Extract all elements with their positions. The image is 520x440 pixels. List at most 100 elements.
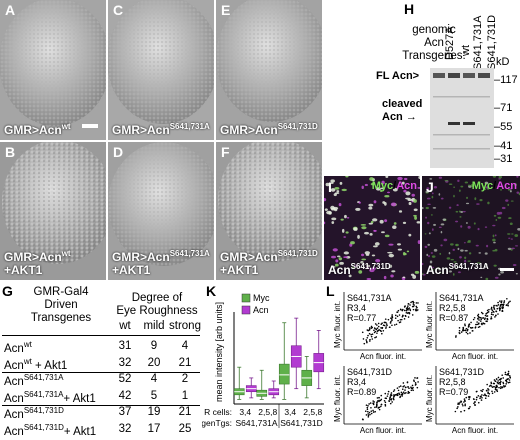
scatter-point	[411, 314, 414, 316]
cell-spot	[429, 260, 433, 264]
scatter-point	[394, 317, 397, 319]
cell-spot	[456, 204, 459, 207]
scatter-point	[413, 380, 415, 383]
cell-spot	[406, 250, 410, 253]
genotype-label: GMR>Acn	[220, 123, 278, 137]
scatter-point	[470, 321, 472, 324]
scatter-point	[376, 332, 378, 334]
scatter-point	[486, 309, 489, 312]
genotype-superscript: S641,731A	[169, 249, 210, 258]
scatter-point	[494, 380, 497, 382]
gentgs-row-label: genTgs:	[202, 418, 232, 428]
cell-spot	[334, 187, 340, 190]
table-cell: 5	[150, 389, 158, 402]
panel-D: D GMR>AcnS641,731A +AKT1	[108, 142, 214, 280]
scatter-point	[384, 392, 387, 395]
cell-spot	[482, 188, 487, 191]
legend-swatch	[241, 305, 251, 315]
cell-spot	[338, 203, 342, 207]
row-divider	[2, 405, 200, 406]
cell-spot	[345, 231, 349, 234]
scatter-point	[464, 324, 466, 327]
channel-legend: Myc/Acn	[471, 180, 517, 192]
scatter-point	[480, 389, 482, 392]
scatter-point	[412, 301, 415, 304]
scatter-point	[487, 387, 489, 390]
scatter-point	[509, 300, 511, 303]
scatter-point	[363, 342, 366, 345]
scatter-point	[501, 374, 504, 376]
cell-spot	[443, 238, 448, 242]
scatter-point	[507, 381, 510, 384]
scatter-point	[506, 374, 508, 376]
cell-spot	[457, 271, 461, 274]
scatter-point	[396, 394, 399, 397]
scatter-point	[416, 386, 419, 389]
scatter-point	[491, 392, 494, 395]
scatter-point	[493, 379, 496, 381]
cell-spot	[508, 237, 511, 239]
scatter-point	[477, 401, 480, 404]
scatter-point	[370, 412, 373, 415]
scatter-point	[389, 398, 391, 401]
scatter-point	[488, 385, 491, 387]
scatter-point	[490, 382, 493, 385]
cell-spot	[507, 233, 511, 235]
cell-spot	[333, 193, 337, 197]
scatter-point	[408, 307, 411, 309]
scatter-point	[398, 386, 401, 388]
cell-spot	[361, 258, 367, 261]
cell-spot	[515, 245, 519, 247]
scatter-point	[396, 311, 399, 313]
scatter-point	[493, 304, 495, 307]
scatter-point	[500, 303, 503, 306]
scatter-point	[378, 406, 381, 409]
genotype-label: GMR>Acn	[4, 123, 62, 137]
x-axis-label: Acn fluor. int.	[452, 352, 498, 361]
genotype-line2: +AKT1	[220, 263, 259, 277]
scatter-point	[410, 301, 412, 304]
scatter-point	[456, 407, 458, 410]
scatter-point	[374, 330, 377, 333]
cell-spot	[353, 227, 358, 231]
cell-spot	[364, 183, 368, 187]
cell-spot	[369, 177, 374, 181]
genotype-superscript: wt	[61, 249, 71, 258]
table-cell: 4	[181, 340, 189, 352]
cell-spot	[431, 195, 434, 199]
cell-spot	[335, 259, 339, 263]
cell-spot	[324, 221, 326, 225]
scatter-point	[505, 383, 507, 385]
cell-spot	[368, 222, 373, 225]
scatter-point	[407, 392, 409, 394]
scatter-point	[403, 385, 406, 387]
scatter-point	[472, 318, 475, 321]
scatter-point	[367, 416, 370, 418]
scatter-point	[508, 374, 511, 377]
cell-spot	[448, 206, 452, 209]
scatter-point	[507, 373, 509, 375]
cell-spot	[427, 221, 430, 225]
scatter-point	[369, 413, 371, 416]
scatter-point	[497, 313, 499, 315]
scatter-point	[398, 314, 401, 316]
cell-spot	[345, 176, 349, 178]
scatter-point	[507, 378, 509, 380]
cell-spot	[460, 249, 464, 252]
scatter-point	[404, 389, 406, 391]
cell-spot	[462, 210, 466, 213]
scatter-point	[404, 305, 406, 307]
cell-spot	[384, 194, 390, 198]
scatter-point	[384, 318, 387, 320]
table-row-label: AcnS641,731A+ Akt1	[4, 389, 96, 405]
panel-letter: C	[113, 2, 124, 18]
panel-caption: GMR>AcnS641,731D	[220, 121, 318, 136]
scatter-point	[378, 408, 381, 411]
scatter-point	[381, 322, 383, 324]
cell-spot	[370, 220, 374, 224]
scatter-point	[469, 332, 471, 334]
myc-channel-label: Myc	[371, 180, 394, 192]
scatter-point	[406, 308, 408, 310]
cell-spot	[438, 268, 442, 271]
